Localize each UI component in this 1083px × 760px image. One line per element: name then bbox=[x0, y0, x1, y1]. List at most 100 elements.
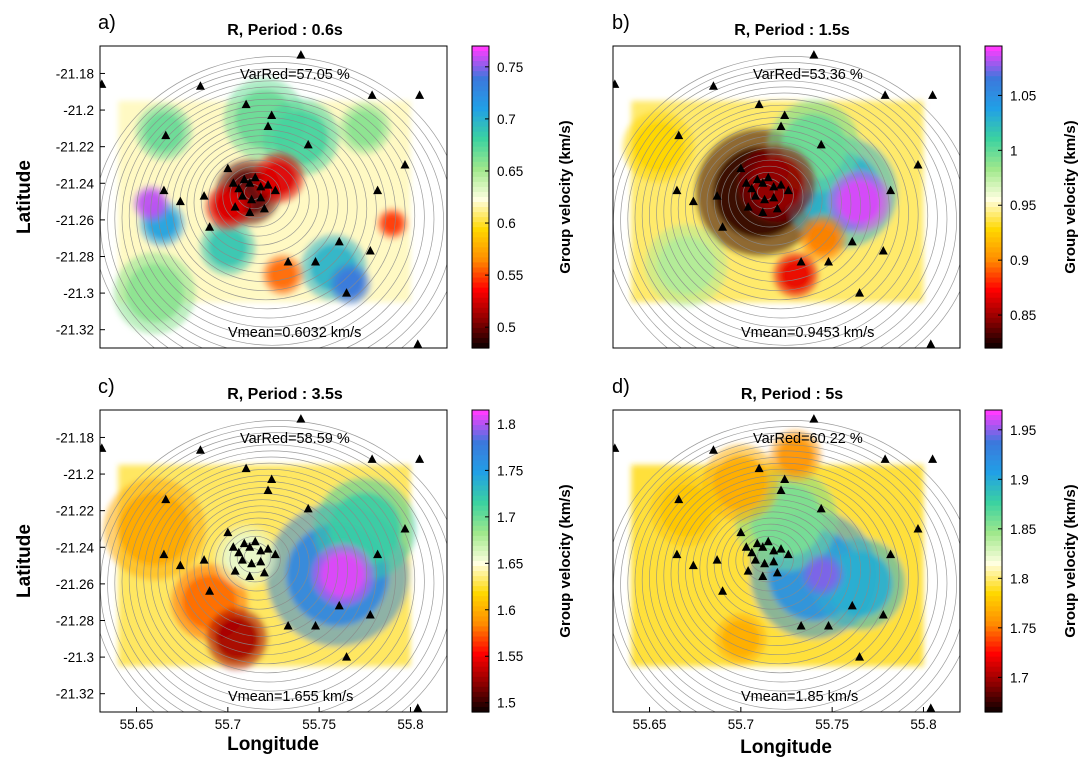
colorbar-swatch bbox=[472, 322, 489, 329]
colorbar-swatch bbox=[472, 485, 489, 492]
y-tick-label: -21.2 bbox=[63, 103, 94, 118]
colorbar-swatch bbox=[472, 505, 489, 512]
station-marker bbox=[228, 542, 238, 551]
colorbar-swatch bbox=[985, 186, 1002, 193]
station-marker bbox=[886, 549, 896, 559]
station-marker bbox=[750, 555, 760, 564]
colorbar: 1.7 1.75 1.8 1.85 1.9 1.95 Group velocity (km/… bbox=[984, 409, 1079, 713]
varred-annotation: VarRed=60.22 % bbox=[753, 431, 863, 447]
colorbar-swatch bbox=[472, 272, 489, 279]
station-marker bbox=[256, 556, 266, 566]
station-marker bbox=[400, 159, 410, 169]
colorbar-swatch bbox=[472, 171, 489, 178]
colorbar: 0.5 0.55 0.6 0.65 0.7 0.75 Group velocity (km/… bbox=[471, 45, 574, 349]
colorbar-swatch bbox=[472, 621, 489, 628]
colorbar-swatch bbox=[985, 181, 1002, 188]
colorbar-tick-label: 1.85 bbox=[1010, 522, 1036, 537]
station-marker bbox=[100, 79, 107, 88]
colorbar-swatch bbox=[472, 126, 489, 133]
station-marker bbox=[245, 207, 255, 217]
x-tick-label: 55.65 bbox=[633, 717, 667, 732]
contour-line bbox=[735, 529, 804, 592]
colorbar-swatch bbox=[985, 247, 1002, 253]
colorbar-swatch bbox=[985, 646, 1002, 653]
vmean-annotation: Vmean=1.85 km/s bbox=[741, 689, 858, 705]
station-marker bbox=[743, 202, 753, 211]
colorbar-swatch bbox=[985, 525, 1002, 532]
colorbar-swatch bbox=[472, 475, 489, 482]
station-marker bbox=[816, 503, 826, 513]
contour-line bbox=[699, 499, 852, 637]
colorbar-tick-label: 1.8 bbox=[1010, 571, 1029, 586]
colorbar-tick-label: 0.65 bbox=[497, 164, 523, 179]
station-marker bbox=[256, 192, 266, 202]
colorbar-tick-label: 0.9 bbox=[1010, 253, 1029, 268]
station-marker bbox=[741, 542, 751, 551]
field-anomaly bbox=[837, 179, 882, 224]
station-marker bbox=[855, 288, 865, 297]
colorbar-swatch bbox=[472, 566, 489, 572]
station-marker bbox=[760, 558, 770, 568]
contour-line bbox=[128, 86, 416, 346]
station-marker bbox=[100, 443, 107, 452]
colorbar-swatch bbox=[472, 430, 489, 436]
colorbar-swatch bbox=[472, 596, 489, 602]
colorbar-tick-label: 0.7 bbox=[497, 112, 516, 127]
colorbar-swatch bbox=[472, 681, 489, 688]
colorbar-swatch bbox=[985, 76, 1002, 82]
station-marker bbox=[855, 652, 865, 661]
colorbar-swatch bbox=[985, 621, 1002, 628]
station-marker bbox=[780, 474, 790, 484]
station-marker bbox=[413, 339, 423, 348]
colorbar-tick-label: 0.75 bbox=[497, 60, 523, 75]
colorbar-swatch bbox=[472, 101, 489, 107]
colorbar-swatch bbox=[985, 545, 1002, 552]
colorbar: 1.5 1.55 1.6 1.65 1.7 1.75 1.8 Group velocity (… bbox=[471, 409, 574, 713]
colorbar-swatch bbox=[472, 495, 489, 502]
colorbar-swatch bbox=[472, 297, 489, 304]
station-marker bbox=[747, 183, 757, 193]
station-marker bbox=[342, 288, 352, 297]
contour-line bbox=[613, 56, 960, 348]
colorbar-swatch bbox=[985, 317, 1002, 324]
colorbar-tick-label: 1.5 bbox=[497, 696, 516, 711]
colorbar-swatch bbox=[985, 136, 1002, 143]
colorbar-swatch bbox=[472, 576, 489, 582]
colorbar-swatch bbox=[472, 440, 489, 446]
field-anomaly bbox=[779, 258, 813, 292]
field-anomaly bbox=[118, 492, 192, 566]
colorbar-swatch bbox=[472, 91, 489, 97]
station-marker bbox=[816, 139, 826, 149]
contour-line bbox=[193, 505, 329, 628]
varred-annotation: VarRed=53.36 % bbox=[753, 67, 863, 83]
contour-line bbox=[634, 80, 938, 348]
x-tick-label: 55.8 bbox=[397, 717, 423, 732]
station-marker bbox=[760, 194, 770, 204]
colorbar-tick-label: 1.9 bbox=[1010, 472, 1029, 487]
station-marker bbox=[752, 174, 762, 184]
station-marker bbox=[754, 99, 764, 109]
colorbar-tick-label: 0.95 bbox=[1010, 198, 1036, 213]
contour-line bbox=[128, 450, 416, 710]
colorbar-swatch bbox=[472, 186, 489, 193]
contour-line bbox=[229, 171, 281, 219]
contour-line bbox=[735, 165, 804, 228]
contour-line bbox=[179, 493, 348, 646]
colorbar-swatch bbox=[985, 56, 1002, 62]
varred-annotation: VarRed=57.05 % bbox=[240, 67, 350, 83]
station-marker bbox=[783, 185, 793, 195]
colorbar-swatch bbox=[985, 500, 1002, 507]
contour-line bbox=[179, 129, 348, 282]
colorbar-swatch bbox=[985, 485, 1002, 492]
colorbar-swatch bbox=[472, 445, 489, 451]
colorbar-swatch bbox=[472, 106, 489, 113]
colorbar-swatch bbox=[985, 207, 1002, 213]
station-marker bbox=[613, 79, 620, 88]
colorbar-swatch bbox=[472, 161, 489, 168]
station-marker bbox=[847, 600, 857, 610]
colorbar-swatch bbox=[985, 66, 1002, 72]
contour-line bbox=[721, 153, 823, 246]
colorbar-swatch bbox=[985, 591, 1002, 597]
colorbar-swatch bbox=[472, 81, 489, 87]
station-marker bbox=[175, 196, 185, 206]
